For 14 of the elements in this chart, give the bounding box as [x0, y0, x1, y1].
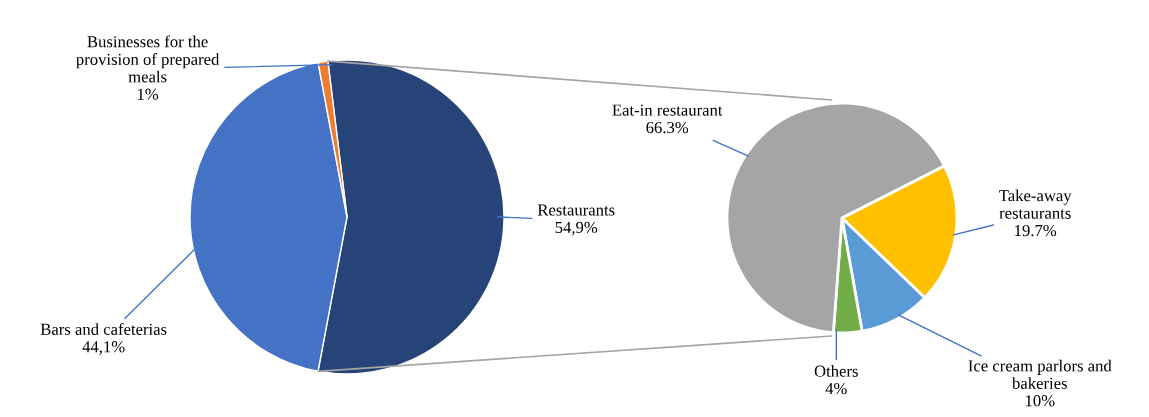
data-label: 66.3% — [646, 121, 689, 134]
slice-label: Businesses for the provision of prepared meals — [76, 35, 220, 83]
slice-label: Eat-in restaurant — [612, 104, 723, 116]
data-label: 54,9% — [555, 221, 598, 236]
slice-label: Others — [814, 365, 858, 377]
slice-label: Take-away restaurants — [999, 189, 1072, 219]
data-label: 10% — [1025, 395, 1055, 407]
data-label: 1% — [137, 88, 159, 100]
data-label: 4% — [825, 382, 847, 395]
slice-label: Ice cream parlors and bakeries — [968, 359, 1112, 389]
data-label: 19.7% — [1015, 224, 1057, 237]
slice-label: Restaurants — [537, 204, 615, 216]
data-label: 44,1% — [82, 341, 125, 355]
slice-label: Bars and cafeterias — [40, 323, 167, 335]
